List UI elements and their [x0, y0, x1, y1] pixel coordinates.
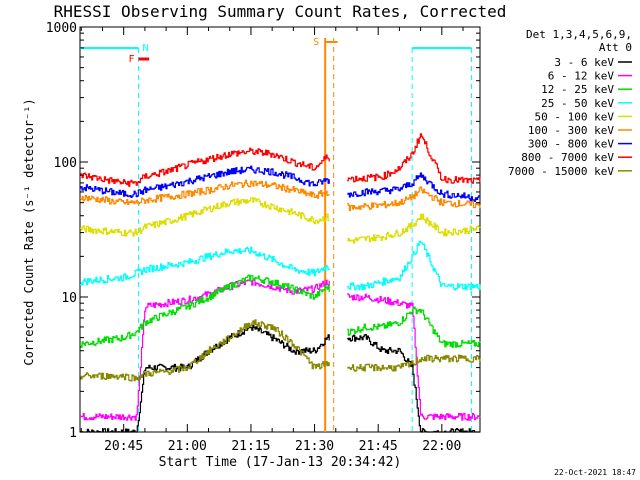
x-tick-label: 22:00	[422, 439, 461, 454]
legend-label-100-300-kev: 100 - 300 keV	[528, 124, 614, 137]
y-axis: 1 10 100 1000	[46, 21, 480, 441]
series-line-800-7000-kev	[80, 147, 330, 187]
legend-label-6-12-kev: 6 - 12 keV	[548, 70, 615, 83]
footer-date: 22-Oct-2021 18:47	[554, 468, 636, 477]
plot-frame	[79, 26, 481, 433]
series-line-100-300-kev	[347, 186, 481, 212]
x-tick-label: 21:00	[168, 439, 207, 454]
series-line-12-25-kev	[80, 274, 330, 348]
flare-label: F	[129, 54, 135, 65]
y-tick-label: 100	[54, 156, 77, 171]
legend-header-detectors: Det 1,3,4,5,6,9,	[526, 28, 632, 41]
legend-label-50-100-kev: 50 - 100 keV	[535, 110, 615, 123]
legend-label-3-6-kev: 3 - 6 keV	[554, 56, 614, 69]
night-label: N	[143, 43, 149, 54]
y-tick-label: 10	[61, 291, 77, 306]
y-tick-label: 1000	[46, 21, 77, 36]
x-tick-label: 21:30	[295, 439, 334, 454]
legend-label-7000-15000-kev: 7000 - 15000 keV	[508, 165, 614, 178]
series-line-25-50-kev	[80, 246, 330, 286]
series-line-50-100-kev	[347, 213, 481, 244]
x-tick-label: 21:15	[231, 439, 270, 454]
series-line-6-12-kev	[347, 293, 481, 421]
x-tick-label: 20:45	[104, 439, 143, 454]
series-layer	[80, 133, 481, 433]
x-axis: 20:45 21:00 21:15 21:30 21:45 22:00	[80, 27, 464, 454]
series-line-12-25-kev	[347, 306, 481, 348]
series-line-100-300-kev	[80, 179, 330, 206]
chart-title: RHESSI Observing Summary Count Rates, Co…	[54, 2, 507, 21]
series-line-800-7000-kev	[347, 133, 481, 184]
saa-label: S	[313, 37, 319, 48]
x-axis-label: Start Time (17-Jan-13 20:34:42)	[159, 455, 402, 470]
series-line-3-6-kev	[347, 334, 480, 433]
series-line-7000-15000-kev	[347, 354, 481, 372]
y-axis-label: Corrected Count Rate (s⁻¹ detector⁻¹)	[22, 98, 36, 365]
x-tick-label: 21:45	[359, 439, 398, 454]
legend-label-800-7000-kev: 800 - 7000 keV	[521, 151, 614, 164]
series-line-6-12-kev	[80, 278, 330, 421]
legend-label-12-25-kev: 12 - 25 keV	[541, 83, 614, 96]
series-line-300-800-kev	[80, 165, 330, 198]
y-tick-label: 1	[69, 426, 77, 441]
series-line-7000-15000-kev	[80, 319, 330, 382]
legend-header-attenuator: Att 0	[599, 41, 632, 54]
legend-label-25-50-kev: 25 - 50 keV	[541, 97, 614, 110]
legend-label-300-800-kev: 300 - 800 keV	[528, 138, 614, 151]
series-line-300-800-kev	[347, 172, 480, 202]
plot-border	[79, 26, 481, 433]
series-line-50-100-kev	[80, 197, 330, 237]
series-line-25-50-kev	[347, 240, 481, 291]
